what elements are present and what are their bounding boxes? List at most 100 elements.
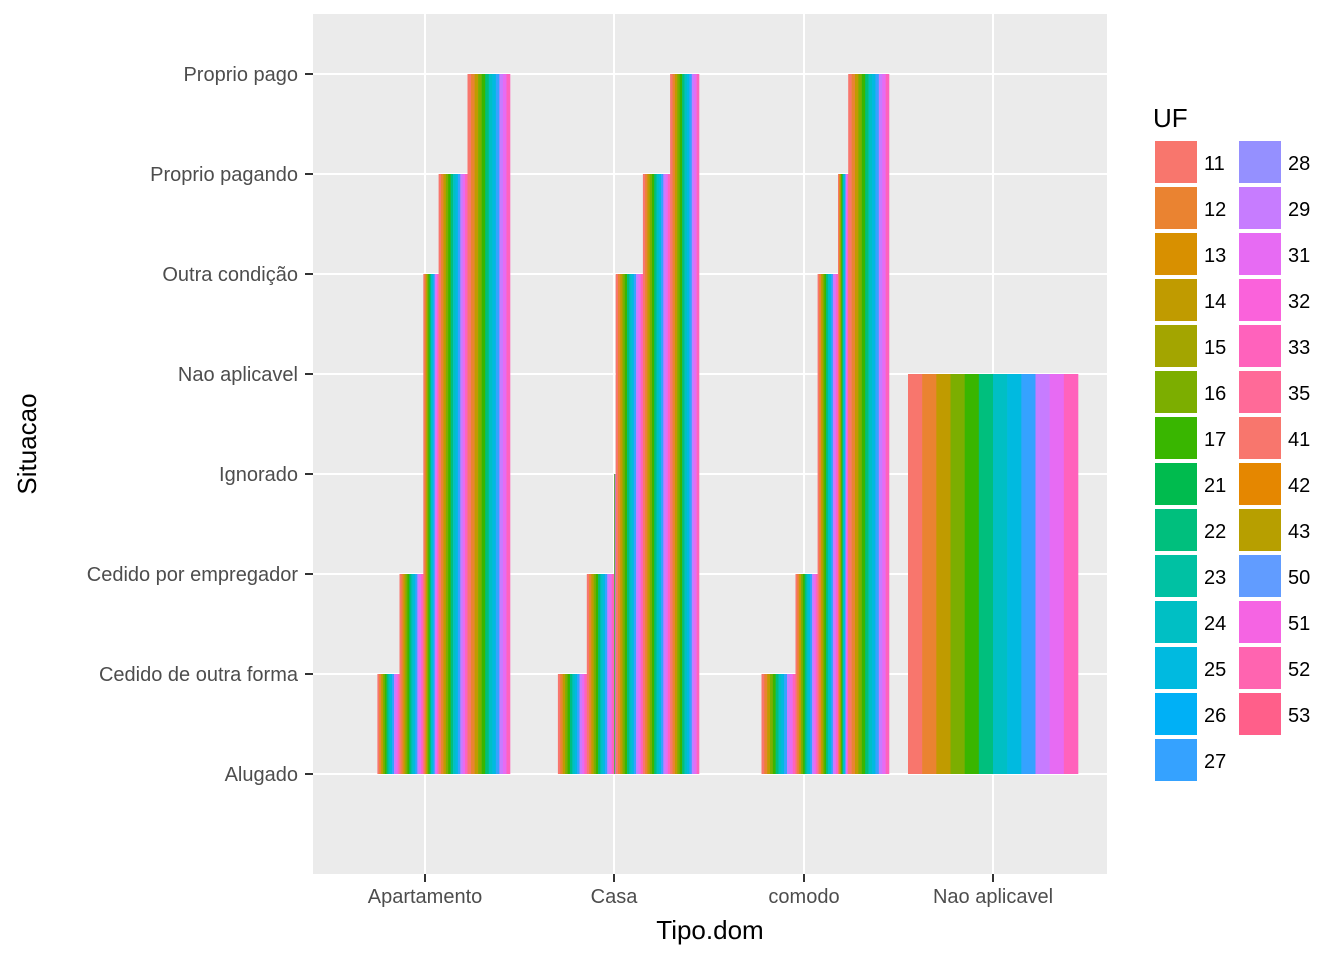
bar-segment [842, 174, 844, 774]
legend-key [1239, 693, 1281, 735]
bar-segment [936, 374, 951, 774]
legend-label: 12 [1204, 199, 1226, 221]
bar-segment [595, 574, 599, 774]
bar-segment [560, 674, 564, 774]
bar-segment [882, 74, 886, 774]
bar-segment [565, 674, 568, 774]
bar-segment [789, 674, 793, 774]
bar-segment [393, 674, 397, 774]
bar-segment [649, 174, 653, 774]
legend-label: 21 [1204, 475, 1226, 497]
legend-label: 26 [1204, 705, 1226, 727]
bar-segment [631, 274, 635, 774]
bar-segment [415, 574, 418, 774]
bar-segment [908, 374, 923, 774]
legend-label: 43 [1288, 521, 1310, 543]
legend-key [1239, 141, 1281, 183]
legend-label: 41 [1288, 429, 1310, 451]
y-tick-label: Outra condição [162, 264, 298, 286]
bar-segment [658, 174, 662, 774]
legend-key [1155, 417, 1197, 459]
bar-segment [462, 174, 466, 774]
bar-segment [651, 174, 655, 774]
legend-title: UF [1153, 103, 1188, 133]
bar-segment [557, 674, 561, 774]
bar-segment [604, 574, 608, 774]
legend-key [1239, 509, 1281, 551]
bar-segment [672, 74, 676, 774]
bar-segment [567, 674, 571, 774]
legend-key [1239, 371, 1281, 413]
legend-label: 14 [1204, 291, 1226, 313]
bar-segment [627, 274, 630, 774]
bar-segment [465, 174, 468, 774]
bar-segment [843, 174, 846, 774]
bar-segment [569, 674, 573, 774]
bar-segment [846, 174, 848, 774]
bar-segment [775, 674, 779, 774]
bar-segment [810, 574, 813, 774]
bar-segment [831, 274, 834, 774]
bar-segment [611, 574, 615, 774]
bar-segment [467, 74, 472, 774]
bar-segment [453, 174, 456, 774]
bar-segment [978, 374, 994, 774]
bar-segment [602, 574, 606, 774]
bar-segment [457, 174, 461, 774]
bar-segment [397, 674, 400, 774]
bar-segment [781, 674, 785, 774]
legend-label: 28 [1288, 153, 1310, 175]
legend-key [1239, 325, 1281, 367]
legend-label: 31 [1288, 245, 1310, 267]
x-axis-title: Tipo.dom [656, 915, 763, 945]
bar-segment [638, 274, 641, 774]
legend-key [1239, 463, 1281, 505]
bar-segment [840, 174, 842, 774]
legend: UF 11 12 13 14 15 16 17 21 22 23 24 25 26 27 28 29 31 32 3… [1153, 103, 1310, 781]
legend-key [1155, 141, 1197, 183]
legend-label: 11 [1204, 153, 1225, 175]
bar-segment [381, 674, 384, 774]
bar-segment [804, 574, 807, 774]
bar-segment [600, 574, 603, 774]
bar-segment [430, 274, 433, 774]
legend-key [1155, 371, 1197, 413]
legend-label: 29 [1288, 199, 1310, 221]
bar-segment [682, 74, 685, 774]
legend-label: 13 [1204, 245, 1226, 267]
bar-segment [591, 574, 594, 774]
bar-segment [629, 274, 632, 774]
bar-segment [403, 574, 406, 774]
bar-segment [787, 674, 791, 774]
bar-segment [667, 174, 671, 774]
bar-segment [691, 74, 695, 774]
y-tick-label: Ignorado [219, 464, 298, 486]
bar-segment [868, 74, 873, 774]
bar-segment [478, 74, 482, 774]
bar-segment [433, 274, 436, 774]
bar-segment [413, 574, 416, 774]
legend-key [1239, 555, 1281, 597]
bar-segment [401, 574, 404, 774]
bar-segment [696, 74, 700, 774]
bar-segment [993, 374, 1008, 774]
bar-segment [485, 74, 490, 774]
bar-segment [677, 74, 681, 774]
bar-segment [829, 274, 832, 774]
bar-segment [817, 274, 820, 774]
bar-segment [395, 674, 398, 774]
legend-label: 52 [1288, 659, 1310, 681]
legend-key [1155, 693, 1197, 735]
bar-segment [872, 74, 876, 774]
bar-segment [579, 674, 583, 774]
bar-segment [821, 274, 823, 774]
bar-segment [847, 174, 849, 774]
legend-label: 25 [1204, 659, 1226, 681]
bar-segment [382, 674, 386, 774]
bar-segment [689, 74, 693, 774]
legend-key [1239, 417, 1281, 459]
bar-segment [620, 274, 623, 774]
bar-segment [801, 574, 804, 774]
bar-segment [1021, 374, 1036, 774]
bar-segment [386, 674, 389, 774]
